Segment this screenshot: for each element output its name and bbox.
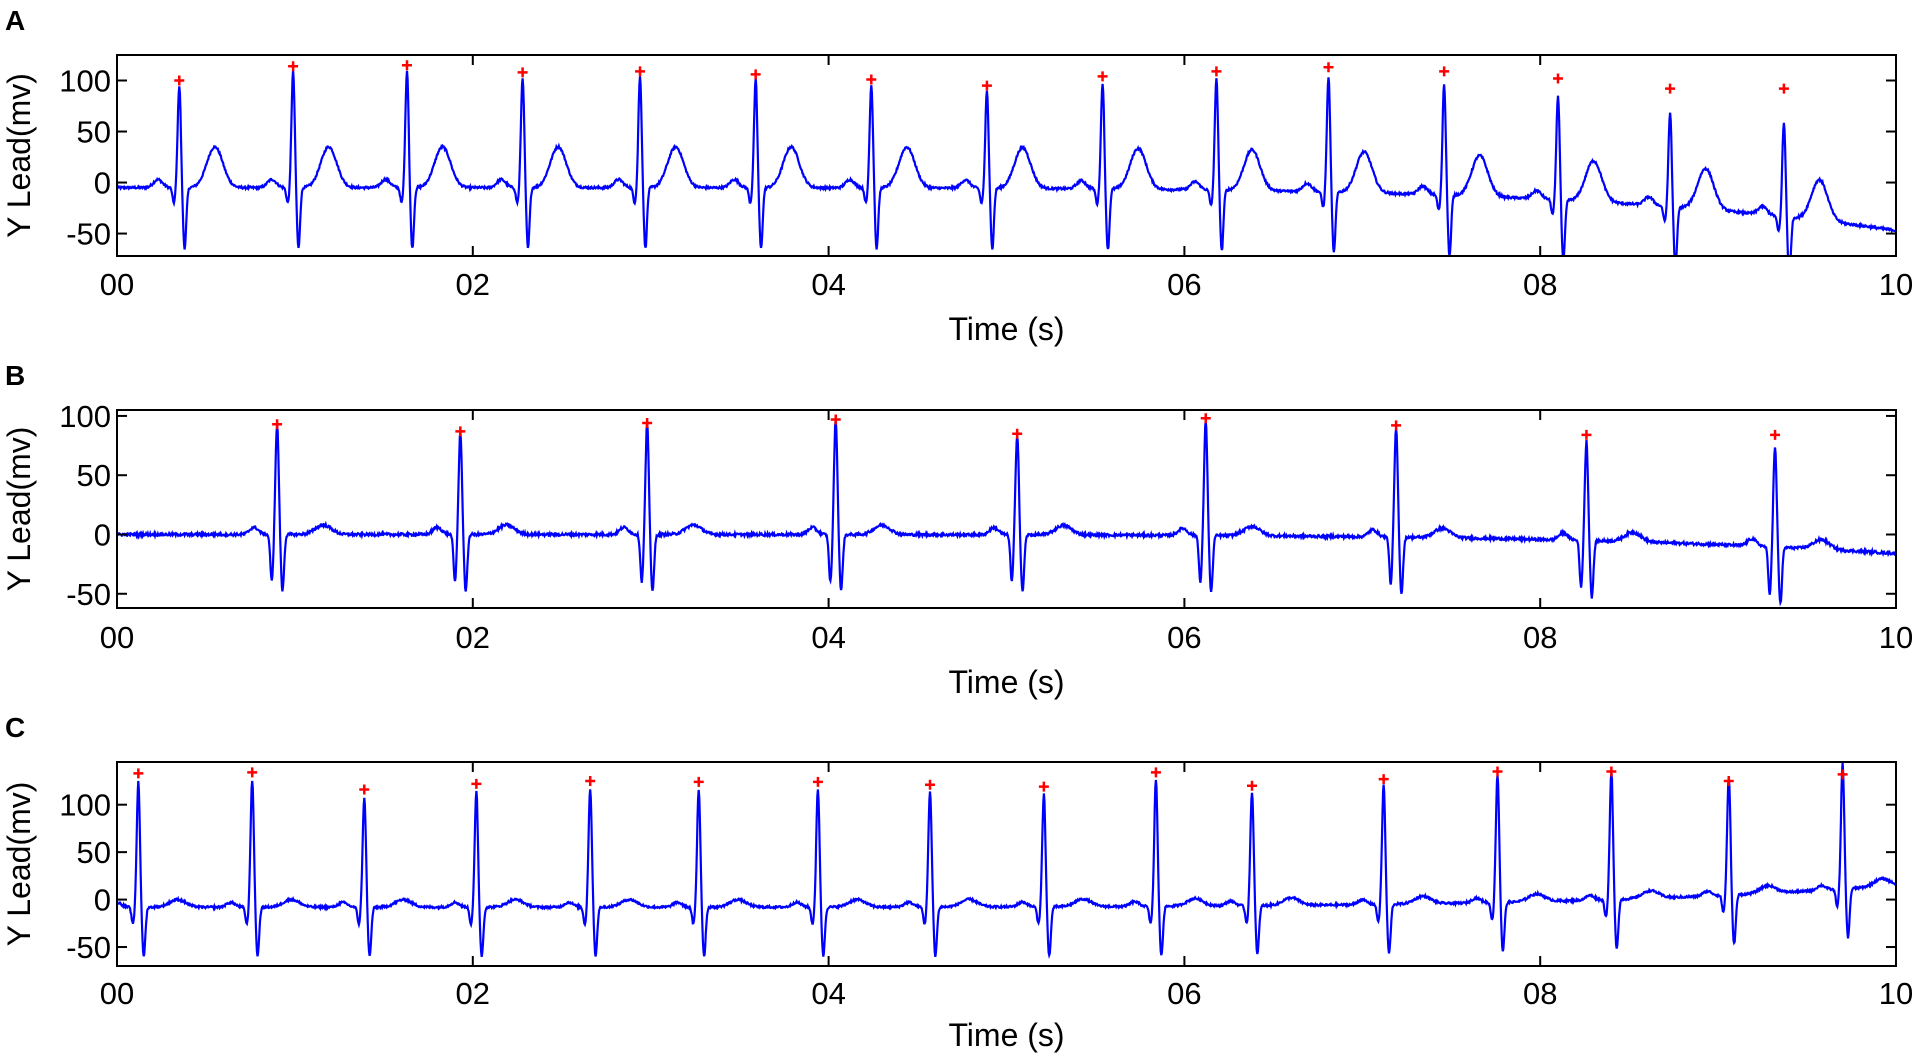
r-peak-marker [866,74,877,85]
r-peak-marker [288,61,299,72]
r-peak-marker [750,69,761,80]
r-peak-marker [1391,420,1402,431]
y-tick-label: 50 [77,115,111,150]
y-axis-label: Y Lead(mv) [1,73,37,238]
x-axis-label: Time (s) [948,311,1064,347]
r-peak-marker [830,414,841,425]
y-tick-label: 0 [94,166,111,201]
y-tick-label: 100 [59,64,111,99]
r-peak-marker [1665,83,1676,94]
r-peak-marker [1778,83,1789,94]
r-peak-marker [925,779,936,790]
panel-c: C 00 02 04 06 08 10 -50 0 50 100 Time (s) Y Lead(mv) [1,712,1913,1053]
x-axis-label: Time (s) [948,1017,1064,1053]
r-peak-marker [1211,66,1222,77]
x-tick-label: 00 [100,976,134,1011]
y-tick-label: 50 [77,835,111,870]
x-tick-label: 10 [1879,267,1913,302]
plot-frame [116,54,1897,257]
x-axis-label: Time (s) [948,664,1064,700]
r-peak-marker [1012,428,1023,439]
x-tick-label: 02 [456,267,490,302]
x-tick-label: 00 [100,267,134,302]
x-tick-label: 02 [456,620,490,655]
x-tick-label: 06 [1167,976,1201,1011]
r-peak-marker [981,80,992,91]
y-axis-label: Y Lead(mv) [1,427,37,592]
r-peak-marker [1837,769,1848,780]
panel-label: C [5,712,25,743]
r-peak-marker [517,67,528,78]
r-peak-marker [1378,774,1389,785]
r-peak-marker [1606,766,1617,777]
r-peak-marker [1097,71,1108,82]
r-peak-marker [247,767,258,778]
r-peak-marker [642,418,653,429]
r-peak-marker [1492,766,1503,777]
r-peak-marker [1200,413,1211,424]
panel-label: A [5,5,25,36]
r-peak-marker [1723,775,1734,786]
x-tick-label: 06 [1167,620,1201,655]
r-peak-marker [1439,66,1450,77]
x-tick-label: 08 [1523,976,1557,1011]
r-peak-marker [1552,73,1563,84]
ecg-signal-line [117,762,1896,959]
r-peak-marker [1038,781,1049,792]
r-peak-marker [455,426,466,437]
r-peak-marker [272,419,283,430]
y-tick-label: 50 [77,458,111,493]
panel-b: B 00 02 04 06 08 10 -50 0 50 100 Time (s) Y Lead(mv) [1,360,1913,700]
y-tick-label: -50 [66,930,111,965]
r-peak-marker [133,768,144,779]
r-peak-marker [585,775,596,786]
r-peak-marker [635,66,646,77]
x-tick-label: 00 [100,620,134,655]
y-tick-label: -50 [66,217,111,252]
y-tick-label: 100 [59,788,111,823]
y-axis-label: Y Lead(mv) [1,782,37,947]
r-peak-marker [401,60,412,71]
r-peak-marker [812,776,823,787]
r-peak-marker [471,778,482,789]
x-tick-label: 04 [811,620,845,655]
ecg-signal-line [117,70,1896,256]
x-tick-label: 10 [1879,976,1913,1011]
panel-label: B [5,360,25,391]
r-peak-marker [1323,62,1334,73]
y-tick-label: 0 [94,883,111,918]
plot-frame [116,409,1897,609]
y-tick-label: -50 [66,577,111,612]
r-peak-marker [174,75,185,86]
x-tick-label: 04 [811,267,845,302]
y-tick-label: 0 [94,517,111,552]
r-peak-marker [1770,429,1781,440]
y-tick-label: 100 [59,399,111,434]
r-peak-marker [1581,429,1592,440]
x-tick-label: 10 [1879,620,1913,655]
x-tick-label: 08 [1523,267,1557,302]
plot-frame [116,761,1897,967]
x-tick-label: 04 [811,976,845,1011]
ecg-signal-line [117,419,1896,607]
x-tick-label: 08 [1523,620,1557,655]
x-tick-label: 06 [1167,267,1201,302]
x-tick-label: 02 [456,976,490,1011]
panel-a: A 00 02 04 06 08 10 -50 0 50 100 Time (s) Y Lead(mv) [1,5,1913,347]
r-peak-marker [359,784,370,795]
r-peak-marker [1150,767,1161,778]
r-peak-marker [693,776,704,787]
r-peak-marker [1247,780,1257,791]
